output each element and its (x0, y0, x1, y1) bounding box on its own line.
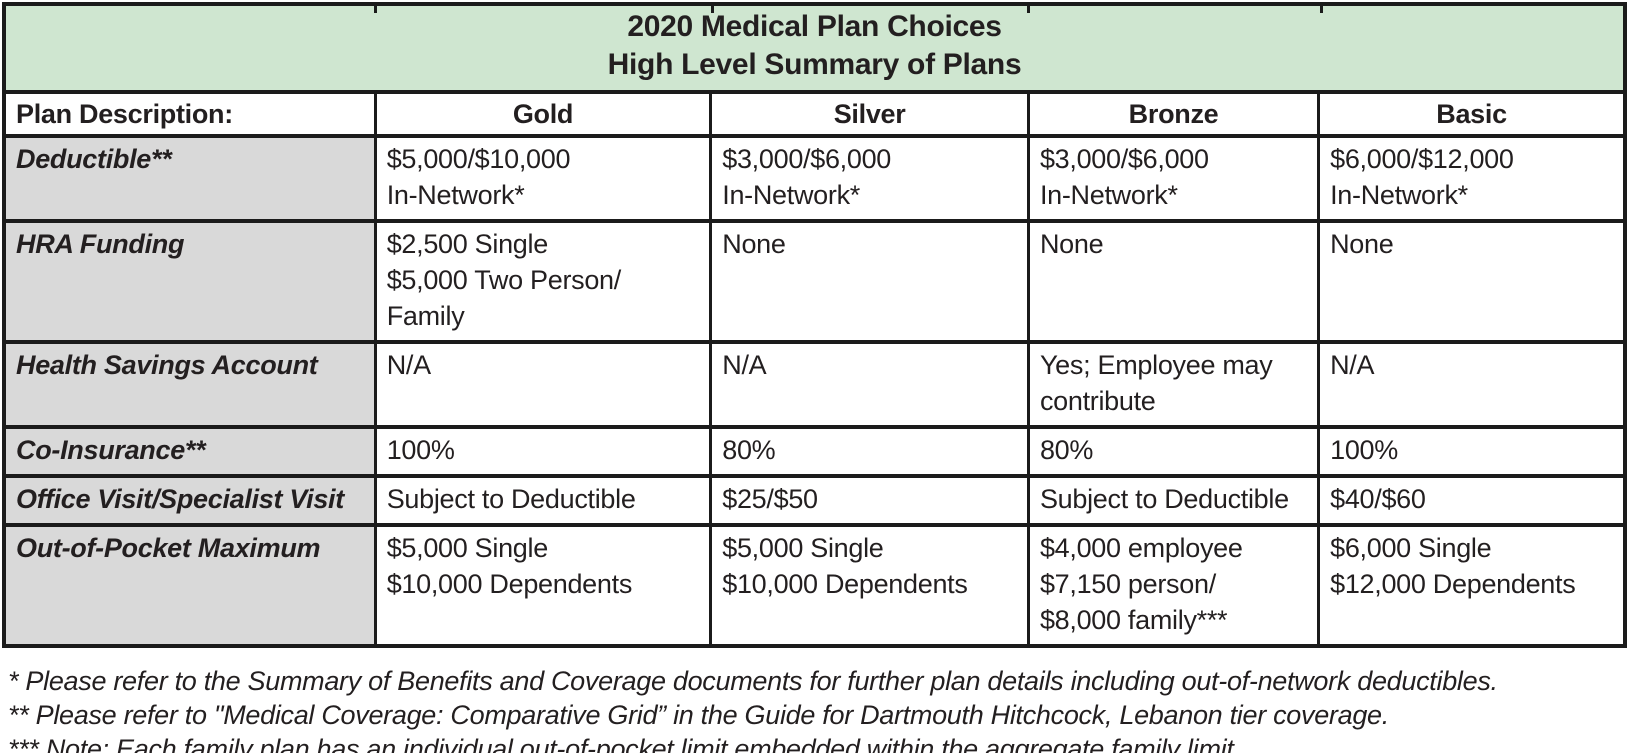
cell-hsa-silver: N/A (709, 340, 1030, 429)
column-header-bronze: Bronze (1026, 90, 1321, 138)
column-header-basic: Basic (1317, 90, 1627, 138)
table-title-line1: 2020 Medical Plan Choices (627, 10, 1002, 43)
cell-hsa-basic: N/A (1317, 340, 1627, 429)
title-row: 2020 Medical Plan Choices High Level Sum… (2, 2, 1627, 94)
footnote-1: * Please refer to the Summary of Benefit… (8, 666, 1498, 696)
row-label-deductible: Deductible** (2, 134, 377, 223)
cell-hra-gold: $2,500 Single $5,000 Two Person/ Family (373, 219, 713, 344)
row-label-office-visit: Office Visit/Specialist Visit (2, 474, 377, 527)
cell-office-bronze: Subject to Deductible (1026, 474, 1321, 527)
cell-deductible-gold: $5,000/$10,000 In-Network* (373, 134, 713, 223)
plan-comparison-table: 2020 Medical Plan Choices High Level Sum… (2, 2, 1627, 648)
table-row-out-of-pocket-maximum: Out-of-Pocket Maximum $5,000 Single $10,… (2, 523, 1627, 648)
table-row-co-insurance: Co-Insurance** 100% 80% 80% 100% (2, 425, 1627, 478)
column-header-gold: Gold (373, 90, 713, 138)
cell-oop-silver: $5,000 Single $10,000 Dependents (709, 523, 1030, 648)
footnote-3: *** Note: Each family plan has an indivi… (8, 734, 1241, 753)
cell-oop-gold: $5,000 Single $10,000 Dependents (373, 523, 713, 648)
cell-coinsurance-gold: 100% (373, 425, 713, 478)
table-title-line2: High Level Summary of Plans (607, 48, 1022, 81)
cell-coinsurance-silver: 80% (709, 425, 1030, 478)
table-row-hra-funding: HRA Funding $2,500 Single $5,000 Two Per… (2, 219, 1627, 344)
cell-hra-silver: None (709, 219, 1030, 344)
cell-deductible-silver: $3,000/$6,000 In-Network* (709, 134, 1030, 223)
table-row-office-visit: Office Visit/Specialist Visit Subject to… (2, 474, 1627, 527)
cell-hra-basic: None (1317, 219, 1627, 344)
row-label-co-insurance: Co-Insurance** (2, 425, 377, 478)
column-divider-tick (1027, 2, 1031, 13)
column-header-plan-description: Plan Description: (2, 90, 377, 138)
cell-hsa-bronze: Yes; Employee may contribute (1026, 340, 1321, 429)
column-divider-tick (374, 2, 378, 13)
cell-hra-bronze: None (1026, 219, 1321, 344)
cell-hsa-gold: N/A (373, 340, 713, 429)
table-row-health-savings-account: Health Savings Account N/A N/A Yes; Empl… (2, 340, 1627, 429)
row-label-hra-funding: HRA Funding (2, 219, 377, 344)
cell-office-gold: Subject to Deductible (373, 474, 713, 527)
cell-coinsurance-bronze: 80% (1026, 425, 1321, 478)
column-divider-tick (710, 2, 714, 13)
plan-table-wrapper: 2020 Medical Plan Choices High Level Sum… (2, 2, 1627, 648)
column-divider-tick (1319, 2, 1323, 13)
column-header-silver: Silver (709, 90, 1030, 138)
row-label-health-savings-account: Health Savings Account (2, 340, 377, 429)
table-row-deductible: Deductible** $5,000/$10,000 In-Network* … (2, 134, 1627, 223)
footnotes: * Please refer to the Summary of Benefit… (2, 648, 1627, 753)
cell-oop-basic: $6,000 Single $12,000 Dependents (1317, 523, 1627, 648)
cell-coinsurance-basic: 100% (1317, 425, 1627, 478)
table-title: 2020 Medical Plan Choices High Level Sum… (2, 2, 1627, 94)
footnote-2: ** Please refer to "Medical Coverage: Co… (8, 700, 1389, 730)
cell-deductible-bronze: $3,000/$6,000 In-Network* (1026, 134, 1321, 223)
column-header-row: Plan Description: Gold Silver Bronze Bas… (2, 90, 1627, 138)
cell-office-silver: $25/$50 (709, 474, 1030, 527)
cell-office-basic: $40/$60 (1317, 474, 1627, 527)
cell-oop-bronze: $4,000 employee $7,150 person/ $8,000 fa… (1026, 523, 1321, 648)
row-label-out-of-pocket-maximum: Out-of-Pocket Maximum (2, 523, 377, 648)
cell-deductible-basic: $6,000/$12,000 In-Network* (1317, 134, 1627, 223)
